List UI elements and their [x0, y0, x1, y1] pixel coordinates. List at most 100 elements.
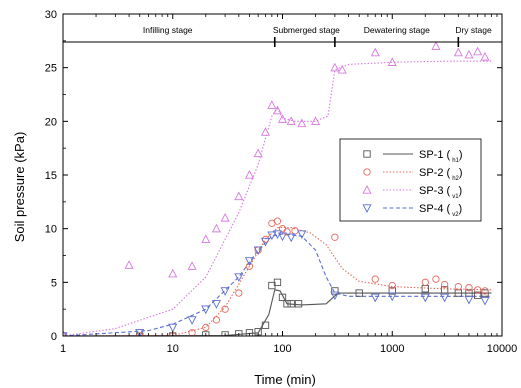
- sp-1-point: [221, 331, 229, 336]
- x-tick-label: 10000: [487, 343, 518, 355]
- sp-1-point: [261, 321, 270, 329]
- sp-3-point: [201, 234, 211, 244]
- sp-4-point: [211, 300, 221, 309]
- sp-2-point: [465, 284, 473, 292]
- sp-3-point: [124, 260, 134, 269]
- sp-2-point: [388, 281, 396, 290]
- sp-2-point: [283, 228, 291, 236]
- sp-3-point: [297, 118, 307, 128]
- sp-1-curve: [63, 289, 492, 336]
- sp-3-point: [370, 47, 380, 57]
- sp-3-point: [453, 47, 463, 57]
- sp-4-point: [260, 237, 271, 247]
- y-tick-label: 15: [45, 170, 57, 182]
- stage-label: Dry stage: [455, 25, 492, 35]
- sp-4-point: [370, 293, 380, 303]
- legend-marker-sp-2: [363, 168, 371, 176]
- sp-1-point: [273, 278, 282, 286]
- sp-2-point: [202, 323, 210, 332]
- sp-3-point: [168, 268, 178, 278]
- sp-2-point: [440, 280, 449, 289]
- sp-4-point: [244, 257, 255, 266]
- sp-3-point: [267, 100, 277, 109]
- sp-4-point: [267, 231, 277, 241]
- sp-1-point: [355, 289, 363, 297]
- sp-1-point: [474, 291, 482, 299]
- sp-4-curve: [63, 233, 492, 336]
- sp-2-point: [481, 287, 489, 295]
- sp-1-point: [283, 300, 291, 308]
- sp-1-point: [287, 300, 295, 308]
- sp-3-point: [272, 105, 283, 115]
- sp-2-point: [235, 289, 243, 297]
- sp-4-point: [201, 305, 211, 315]
- sp-3-point: [431, 41, 441, 50]
- y-tick-label: 25: [45, 63, 57, 75]
- sp-3-point: [464, 49, 474, 59]
- x-tick-label: 1000: [380, 343, 404, 355]
- sp-4-point: [277, 232, 288, 242]
- sp-2-point: [212, 316, 221, 324]
- data-points: [63, 41, 490, 336]
- sp-2-point: [273, 217, 282, 225]
- sp-4-point: [135, 329, 145, 336]
- sp-4-point: [234, 273, 244, 282]
- x-tick-label: 1: [60, 343, 66, 355]
- sp-3-point: [220, 212, 230, 222]
- sp-4-point: [387, 292, 397, 302]
- sp-4-point: [420, 293, 430, 303]
- sp-1-point: [294, 300, 303, 308]
- sp-3-point: [63, 329, 67, 336]
- sp-4-point: [330, 291, 340, 301]
- sp-4-point: [440, 293, 450, 303]
- sp-3-point: [330, 62, 340, 72]
- sp-3-point: [310, 116, 321, 125]
- sp-2-point: [221, 305, 229, 313]
- stage-label: Dewatering stage: [364, 25, 430, 35]
- sp-4-point: [187, 316, 197, 325]
- legend-marker-sp-1: [363, 150, 371, 158]
- axes: 0 5 10 15 20 25 30 1 10 100 1000 10000: [45, 9, 518, 355]
- sp-3-point: [277, 114, 288, 123]
- sp-1-point: [235, 330, 243, 336]
- y-tick-label: 10: [45, 224, 57, 236]
- sp-2-point: [454, 282, 462, 291]
- sp-3-point: [244, 170, 255, 179]
- sp-1-point: [440, 286, 449, 294]
- legend-marker-sp-3: [362, 185, 372, 194]
- stage-label: Infilling stage: [143, 25, 193, 35]
- x-axis-title: Time (min): [254, 372, 316, 387]
- legend-marker-sp-4: [362, 204, 372, 213]
- sp-2-point: [331, 233, 339, 241]
- y-tick-label: 5: [51, 277, 57, 289]
- sp-2-point: [432, 275, 440, 283]
- fitted-curves: [63, 60, 492, 336]
- sp-2-point: [371, 275, 379, 283]
- x-tick-label: 10: [167, 343, 179, 355]
- y-tick-label: 0: [51, 331, 57, 343]
- x-tick-label: 100: [273, 343, 291, 355]
- sp-3-point: [187, 261, 197, 270]
- sp-1-point: [421, 285, 429, 293]
- sp-4-point: [297, 230, 307, 239]
- sp-3-point: [253, 148, 263, 158]
- sp-3-point: [211, 223, 221, 233]
- sp-3-point: [286, 116, 296, 125]
- sp-4-point: [464, 295, 474, 305]
- sp-3-point: [234, 191, 244, 201]
- sp-3-curve: [63, 60, 492, 336]
- stage-bar: Infilling stage Submerged stage Dewatering…: [62, 25, 503, 47]
- sp-3-point: [337, 64, 347, 74]
- sp-4-point: [220, 287, 230, 296]
- sp-1-point: [278, 293, 287, 302]
- sp-4-point: [168, 323, 178, 333]
- stage-label: Submerged stage: [273, 25, 340, 35]
- sp-2-point: [245, 262, 254, 270]
- sp-4-point: [253, 246, 263, 256]
- sp-1-point: [202, 331, 210, 336]
- y-axis-title: Soil pressure (kPa): [12, 132, 27, 243]
- y-tick-label: 20: [45, 116, 57, 128]
- sp-4-point: [480, 296, 490, 306]
- sp-2-curve: [63, 227, 492, 336]
